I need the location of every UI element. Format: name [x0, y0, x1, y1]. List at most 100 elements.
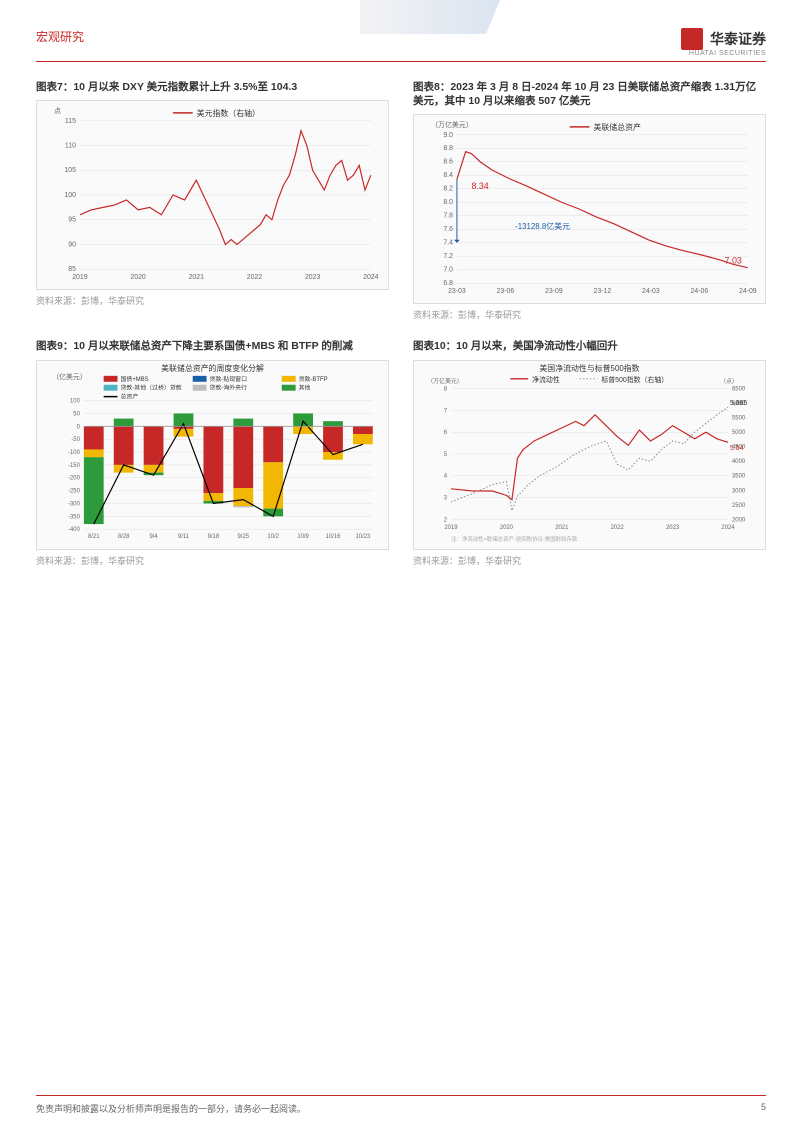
chart8-source: 资料来源：彭博，华泰研究	[413, 308, 766, 321]
svg-text:2024: 2024	[721, 525, 735, 531]
svg-text:5500: 5500	[732, 415, 746, 421]
page: 宏观研究 华泰证券 HUATAI SECURITIES 图表7：10 月以来 D…	[0, 0, 802, 567]
svg-text:8.4: 8.4	[443, 173, 453, 180]
svg-text:10/2: 10/2	[267, 534, 279, 540]
svg-text:8.2: 8.2	[443, 186, 453, 193]
svg-text:6500: 6500	[732, 386, 746, 392]
svg-text:10/23: 10/23	[355, 534, 371, 540]
svg-text:8.34: 8.34	[471, 182, 488, 192]
svg-text:7.6: 7.6	[443, 227, 453, 234]
svg-text:6: 6	[444, 430, 448, 436]
svg-text:美国净流动性与标普500指数: 美国净流动性与标普500指数	[539, 362, 639, 372]
doc-type: 宏观研究	[36, 28, 84, 45]
svg-text:标普500指数（右轴）: 标普500指数（右轴）	[601, 374, 668, 383]
svg-text:23-06: 23-06	[497, 288, 515, 295]
svg-text:8.8: 8.8	[443, 146, 453, 153]
chart9-cell: 图表9：10 月以来联储总资产下降主要系国债+MBS 和 BTFP 的削减 美联…	[36, 339, 389, 566]
svg-text:贷款-海外央行: 贷款-海外央行	[210, 383, 248, 391]
svg-text:9/18: 9/18	[208, 534, 220, 540]
chart10-box: 美国净流动性与标普500指数（万亿美元）（点）净流动性标普500指数（右轴）23…	[413, 360, 766, 550]
svg-text:3000: 3000	[732, 488, 746, 494]
svg-text:4000: 4000	[732, 459, 746, 465]
chart10-source: 资料来源：彭博，华泰研究	[413, 554, 766, 567]
decorative-strip	[360, 0, 500, 34]
svg-text:9.0: 9.0	[443, 132, 453, 139]
chart7-title: 图表7：10 月以来 DXY 美元指数累计上升 3.5%至 104.3	[36, 80, 389, 94]
svg-text:净流动性: 净流动性	[532, 374, 560, 383]
svg-text:8.0: 8.0	[443, 200, 453, 207]
svg-text:贷款-贴现窗口: 贷款-贴现窗口	[210, 374, 248, 382]
svg-text:（万亿美元）: （万亿美元）	[431, 120, 472, 129]
svg-text:50: 50	[73, 411, 80, 417]
svg-text:8.6: 8.6	[443, 159, 453, 166]
svg-text:-50: -50	[71, 437, 80, 443]
svg-text:-100: -100	[68, 450, 81, 456]
svg-text:23-09: 23-09	[545, 288, 563, 295]
svg-text:2019: 2019	[444, 525, 458, 531]
footer: 免责声明和披露以及分析师声明是报告的一部分，请务必一起阅读。 5	[36, 1095, 766, 1115]
svg-text:24-09: 24-09	[739, 288, 757, 295]
svg-text:7: 7	[444, 408, 447, 414]
svg-text:-200: -200	[68, 475, 81, 481]
chart8-title: 图表8：2023 年 3 月 8 日-2024 年 10 月 23 日美联储总资…	[413, 80, 766, 108]
svg-text:3500: 3500	[732, 473, 746, 479]
chart8-box: 6.87.07.27.47.67.88.08.28.48.68.89.023-0…	[413, 114, 766, 304]
svg-text:注：净流动性=联储总资产-逆回购协议-美国财政存款: 注：净流动性=联储总资产-逆回购协议-美国财政存款	[451, 535, 578, 543]
chart8-cell: 图表8：2023 年 3 月 8 日-2024 年 10 月 23 日美联储总资…	[413, 80, 766, 321]
svg-text:7.4: 7.4	[443, 240, 453, 247]
svg-text:3: 3	[444, 495, 448, 501]
disclaimer: 免责声明和披露以及分析师声明是报告的一部分，请务必一起阅读。	[36, 1102, 306, 1115]
svg-text:（万亿美元）: （万亿美元）	[427, 376, 463, 384]
chart7-box: 8590951001051101152019202020212022202320…	[36, 100, 389, 290]
brand-sub: HUATAI SECURITIES	[681, 50, 766, 57]
svg-text:-13128.8亿美元: -13128.8亿美元	[515, 222, 570, 232]
svg-text:2: 2	[444, 517, 447, 523]
svg-text:贷款-其他（过桥）贷款: 贷款-其他（过桥）贷款	[120, 383, 181, 391]
svg-text:24-03: 24-03	[642, 288, 660, 295]
svg-text:100: 100	[64, 192, 76, 199]
svg-text:美元指数（右轴）: 美元指数（右轴）	[197, 108, 260, 118]
svg-text:5.54: 5.54	[730, 445, 744, 452]
svg-text:115: 115	[65, 118, 76, 125]
svg-text:8/21: 8/21	[88, 534, 100, 540]
chart9-title: 图表9：10 月以来联储总资产下降主要系国债+MBS 和 BTFP 的削减	[36, 339, 389, 353]
page-number: 5	[761, 1102, 766, 1115]
svg-text:85: 85	[68, 266, 76, 273]
svg-text:美联储总资产的周度变化分解: 美联储总资产的周度变化分解	[161, 362, 264, 372]
svg-text:7.03: 7.03	[725, 256, 742, 266]
svg-text:2021: 2021	[189, 274, 205, 281]
svg-text:5000: 5000	[732, 430, 746, 436]
logo-icon	[681, 28, 703, 50]
brand-name: 华泰证券	[710, 31, 766, 47]
svg-text:5: 5	[444, 452, 448, 458]
svg-text:0: 0	[77, 424, 81, 430]
svg-text:100: 100	[70, 398, 81, 404]
svg-text:国债+MBS: 国债+MBS	[120, 374, 148, 382]
svg-text:-250: -250	[68, 488, 81, 494]
svg-text:-350: -350	[68, 514, 81, 520]
chart9-box: 美联储总资产的周度变化分解（亿美元）国债+MBS贷款-贴现窗口贷款-BTFP贷款…	[36, 360, 389, 550]
svg-text:9/25: 9/25	[238, 534, 250, 540]
svg-text:点: 点	[54, 107, 61, 115]
svg-text:总资产: 总资产	[120, 392, 138, 400]
svg-text:4: 4	[444, 473, 448, 479]
svg-text:2020: 2020	[130, 274, 146, 281]
svg-text:美联储总资产: 美联储总资产	[593, 122, 641, 132]
chart7-source: 资料来源：彭博，华泰研究	[36, 294, 389, 307]
chart10-title: 图表10：10 月以来，美国净流动性小幅回升	[413, 339, 766, 353]
svg-text:2019: 2019	[72, 274, 88, 281]
svg-text:（亿美元）: （亿美元）	[52, 371, 87, 380]
svg-text:2020: 2020	[500, 525, 514, 531]
brand-logo: 华泰证券 HUATAI SECURITIES	[681, 28, 766, 57]
svg-text:110: 110	[65, 143, 76, 150]
svg-text:24-06: 24-06	[690, 288, 708, 295]
svg-text:2500: 2500	[732, 502, 746, 508]
svg-text:8: 8	[444, 386, 448, 392]
svg-text:10/9: 10/9	[297, 534, 309, 540]
svg-text:7.0: 7.0	[443, 267, 453, 274]
svg-text:2021: 2021	[555, 525, 568, 531]
svg-text:7.8: 7.8	[443, 213, 453, 220]
chart10-cell: 图表10：10 月以来，美国净流动性小幅回升 美国净流动性与标普500指数 （万亿…	[413, 339, 766, 566]
svg-text:7.2: 7.2	[443, 254, 453, 261]
svg-text:90: 90	[68, 242, 76, 249]
